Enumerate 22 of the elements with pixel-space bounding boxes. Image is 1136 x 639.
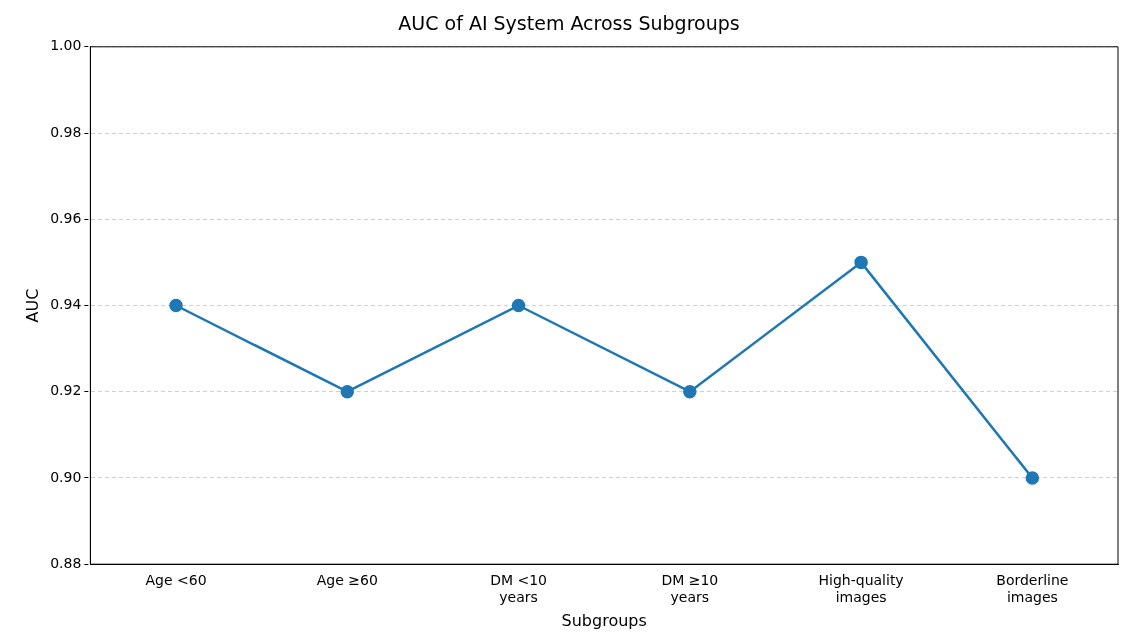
y-tick-label: 1.00 [50,37,82,54]
y-tick-label: 0.92 [50,382,82,399]
y-tick-label: 0.96 [50,209,82,226]
x-tick-label: Age <60 [145,572,207,589]
x-tick-label: High-quality images [818,572,904,606]
x-tick-label: Age ≥60 [316,572,378,589]
point [1025,471,1040,485]
x-axis-title: Subgroups [561,610,647,630]
point [169,298,183,313]
x-tick-label: DM <10 years [490,572,547,606]
y-tick-label: 0.90 [50,468,82,485]
y-tick-label: 0.88 [50,554,82,571]
point [683,384,697,399]
x-tick-label: Borderline images [996,572,1069,606]
y-tick-label: 0.94 [50,296,82,313]
x-tick-label: DM ≥10 years [661,572,719,606]
point [511,298,526,313]
y-tick-label: 0.98 [50,123,82,140]
point [340,384,355,399]
chart-title: AUC of AI System Across Subgroups [398,12,740,35]
y-axis-title: AUC [22,288,42,323]
point [854,255,868,270]
